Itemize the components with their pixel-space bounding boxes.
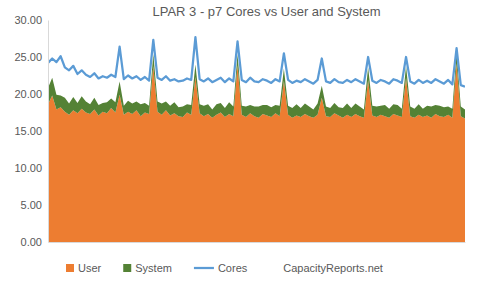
legend-swatch (194, 267, 214, 269)
y-tick: 25.00 (14, 51, 48, 63)
x-axis (49, 242, 466, 243)
y-tick: 0.00 (21, 236, 48, 248)
chart-svg: 0.00 5.00 10.00 15.00 20.00 25.00 30.00 LPAR 3 … (0, 0, 480, 288)
y-tick: 5.00 (21, 199, 48, 211)
y-tick-label: 30.00 (14, 14, 42, 26)
legend-label: System (135, 262, 172, 274)
annotation: CapacityReports.net (283, 262, 383, 274)
legend-label: User (78, 262, 102, 274)
area-1 (48, 53, 465, 119)
chart-container: 0.00 5.00 10.00 15.00 20.00 25.00 30.00 LPAR 3 … (0, 0, 480, 288)
y-tick-label: 10.00 (14, 162, 42, 174)
y-tick: 30.00 (14, 14, 48, 26)
y-tick: 15.00 (14, 125, 48, 137)
x-axis-line (49, 242, 466, 243)
y-tick: 10.00 (14, 162, 48, 174)
y-tick: 20.00 (14, 88, 48, 100)
background (0, 0, 480, 288)
y-tick-label: 20.00 (14, 88, 42, 100)
legend-swatch (66, 264, 74, 272)
legend-swatch (123, 264, 131, 272)
area-0 (48, 64, 465, 242)
legend-label: Cores (218, 262, 248, 274)
title: LPAR 3 - p7 Cores vs User and System (152, 4, 380, 19)
y-tick-label: 0.00 (21, 236, 42, 248)
line-2 (48, 37, 465, 87)
y-tick-label: 5.00 (21, 199, 42, 211)
y-tick-label: 15.00 (14, 125, 42, 137)
legend: User System Cores CapacityReports.net (66, 262, 383, 274)
y-axis: 0.00 5.00 10.00 15.00 20.00 25.00 30.00 (14, 14, 48, 248)
plot-marks (48, 37, 465, 242)
y-axis-line (48, 21, 49, 243)
y-tick-label: 25.00 (14, 51, 42, 63)
